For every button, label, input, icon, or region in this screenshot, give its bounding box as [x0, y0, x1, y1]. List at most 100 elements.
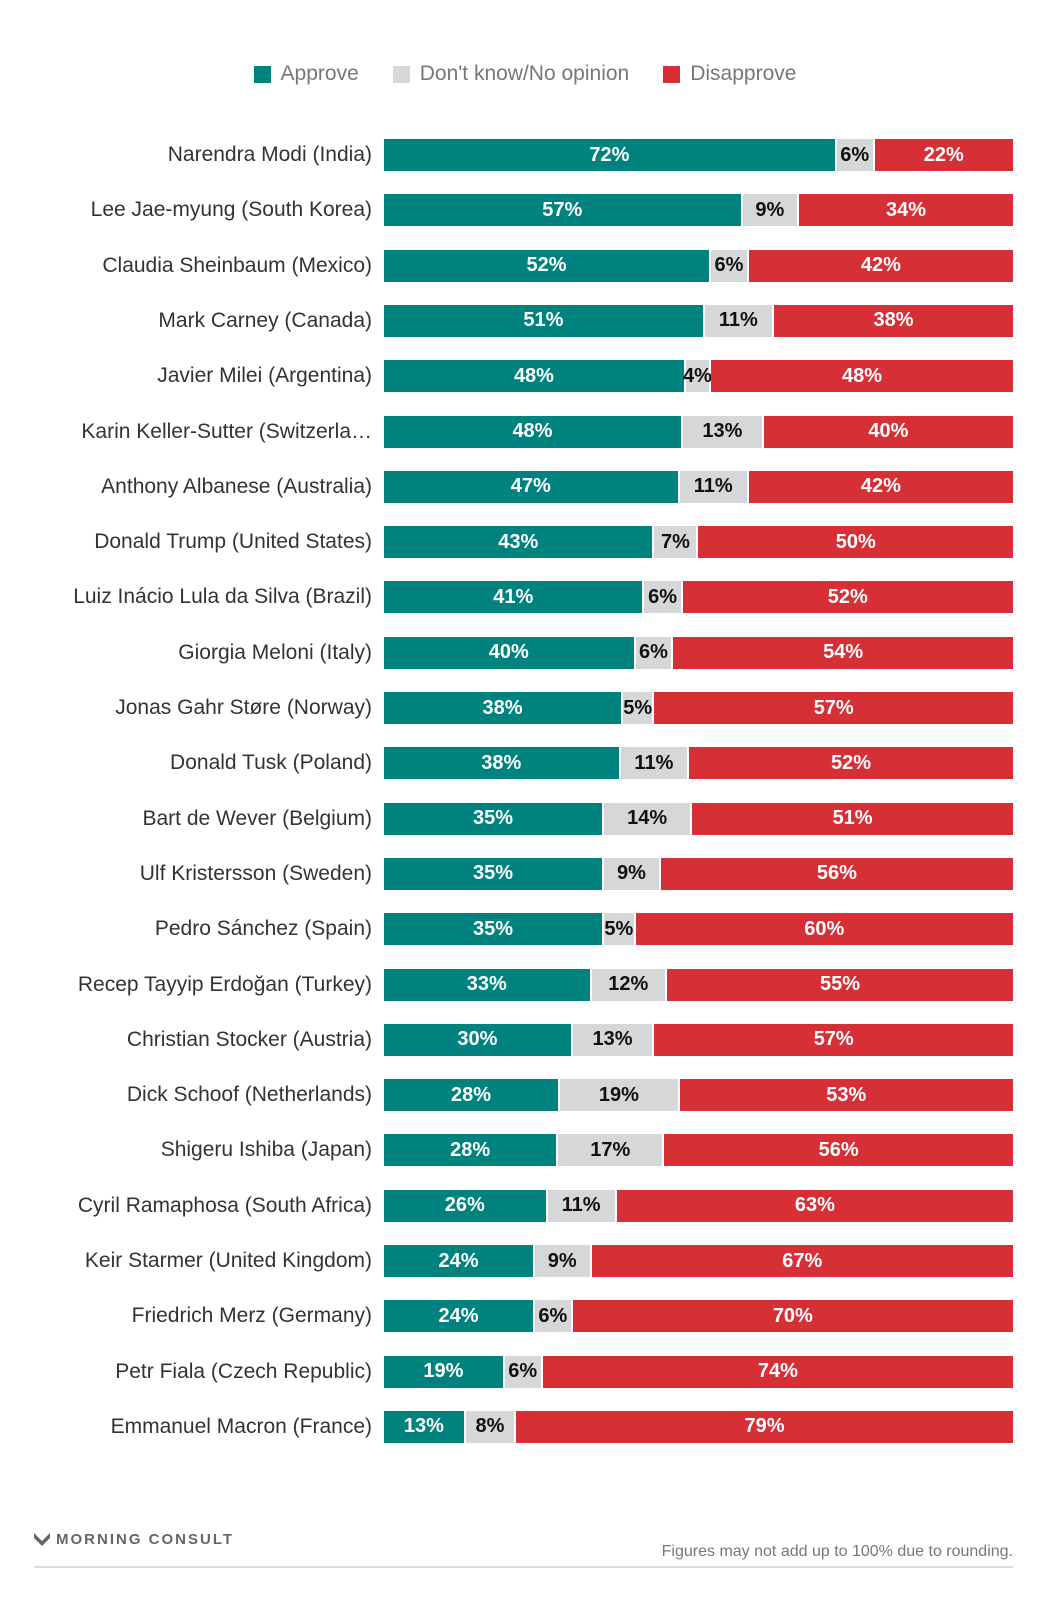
stacked-bar: 19% 6% 74% — [384, 1355, 1013, 1388]
bar-row: Petr Fiala (Czech Republic) 19% 6% 74% — [0, 1355, 1050, 1388]
category-label: Anthony Albanese (Australia) — [101, 474, 372, 498]
morning-consult-logo: MORNING CONSULT — [34, 1531, 234, 1548]
legend-disapprove: Disapprove — [663, 62, 796, 86]
dont-know-segment: 4% — [683, 360, 712, 393]
logo-chevron-icon — [34, 1532, 50, 1546]
approve-segment: 24% — [384, 1300, 535, 1333]
approve-segment: 35% — [384, 913, 605, 946]
disapprove-segment: 79% — [516, 1410, 1013, 1443]
category-label: Petr Fiala (Czech Republic) — [115, 1359, 372, 1383]
dont-know-segment: 14% — [604, 802, 693, 835]
stacked-bar: 48% 13% 40% — [384, 415, 1013, 448]
dont-know-segment: 11% — [679, 470, 749, 503]
category-label: Javier Milei (Argentina) — [157, 364, 372, 388]
legend-dont-know: Don't know/No opinion — [392, 62, 629, 86]
stacked-bar: 35% 9% 56% — [384, 857, 1013, 890]
bar-row: Friedrich Merz (Germany) 24% 6% 70% — [0, 1300, 1050, 1333]
disapprove-segment: 40% — [763, 415, 1013, 448]
approve-segment: 47% — [384, 470, 680, 503]
disapprove-segment: 34% — [799, 194, 1013, 227]
dont-know-segment: 6% — [534, 1300, 573, 1333]
stacked-bar: 48% 4% 48% — [384, 360, 1013, 393]
category-label: Mark Carney (Canada) — [158, 308, 372, 332]
disapprove-segment: 50% — [698, 526, 1013, 559]
bar-row: Karin Keller-Sutter (Switzerla… 48% 13% 40% — [0, 415, 1050, 448]
category-label: Shigeru Ishiba (Japan) — [160, 1138, 372, 1162]
footer-divider — [34, 1566, 1013, 1568]
approve-segment: 41% — [384, 581, 645, 614]
legend-approve: Approve — [253, 62, 359, 86]
dont-know-segment: 12% — [591, 968, 668, 1001]
disapprove-segment: 57% — [654, 1023, 1013, 1056]
approve-segment: 52% — [384, 249, 712, 282]
bar-row: Shigeru Ishiba (Japan) 28% 17% 56% — [0, 1134, 1050, 1167]
legend: Approve Don't know/No opinion Disapprove — [0, 62, 1050, 86]
bar-row: Keir Starmer (United Kingdom) 24% 9% 67% — [0, 1245, 1050, 1277]
approve-segment: 38% — [384, 747, 621, 780]
approve-segment: 38% — [384, 692, 624, 724]
disapprove-segment: 52% — [682, 581, 1013, 614]
disapprove-segment: 63% — [616, 1189, 1013, 1222]
dont-know-segment: 6% — [635, 636, 674, 669]
disapprove-segment: 60% — [635, 913, 1013, 946]
legend-label: Disapprove — [690, 62, 797, 85]
stacked-bar: 40% 6% 54% — [384, 636, 1013, 669]
approve-segment: 57% — [384, 194, 743, 227]
stacked-bar: 35% 5% 60% — [384, 913, 1013, 946]
approve-segment: 30% — [384, 1023, 573, 1056]
bar-row: Luiz Inácio Lula da Silva (Brazil) 41% 6% 5… — [0, 581, 1050, 614]
approve-segment: 24% — [384, 1245, 535, 1277]
dont-know-segment: 9% — [534, 1245, 592, 1277]
stacked-bar: 41% 6% 52% — [384, 581, 1013, 614]
dont-know-segment: 6% — [644, 581, 683, 614]
bar-row: Narendra Modi (India) 72% 6% 22% — [0, 139, 1050, 171]
stacked-bar: 24% 9% 67% — [384, 1245, 1013, 1277]
category-label: Pedro Sánchez (Spain) — [154, 917, 372, 941]
bar-row: Recep Tayyip Erdoğan (Turkey) 33% 12% 55% — [0, 968, 1050, 1001]
approve-segment: 48% — [384, 360, 686, 393]
category-label: Lee Jae-myung (South Korea) — [90, 198, 372, 222]
bar-row: Pedro Sánchez (Spain) 35% 5% 60% — [0, 913, 1050, 946]
disapprove-segment: 52% — [689, 747, 1013, 780]
bar-row: Claudia Sheinbaum (Mexico) 52% 6% 42% — [0, 249, 1050, 282]
dont-know-segment: 8% — [465, 1410, 517, 1443]
stacked-bar: 47% 11% 42% — [384, 470, 1013, 503]
dont-know-segment: 9% — [604, 857, 661, 890]
bar-row: Giorgia Meloni (Italy) 40% 6% 54% — [0, 636, 1050, 669]
approve-segment: 35% — [384, 802, 605, 835]
category-label: Jonas Gahr Støre (Norway) — [115, 696, 372, 719]
disapprove-segment: 67% — [591, 1245, 1013, 1277]
disapprove-segment: 48% — [711, 360, 1013, 393]
approve-segment: 13% — [384, 1410, 466, 1443]
category-label: Cyril Ramaphosa (South Africa) — [77, 1193, 372, 1217]
category-label: Karin Keller-Sutter (Switzerla… — [81, 419, 372, 443]
disapprove-segment: 42% — [748, 249, 1013, 282]
approve-segment: 72% — [384, 139, 837, 171]
dont-know-segment: 11% — [704, 304, 774, 337]
dont-know-segment: 17% — [558, 1134, 665, 1167]
stacked-bar: 28% 19% 53% — [384, 1079, 1013, 1112]
dont-know-segment: 13% — [572, 1023, 655, 1056]
approve-segment: 48% — [384, 415, 683, 448]
bar-row: Lee Jae-myung (South Korea) 57% 9% 34% — [0, 194, 1050, 227]
disapprove-segment: 74% — [542, 1355, 1013, 1388]
category-label: Narendra Modi (India) — [167, 143, 372, 166]
category-label: Recep Tayyip Erdoğan (Turkey) — [77, 972, 372, 996]
disapprove-segment: 53% — [679, 1079, 1013, 1112]
disapprove-segment: 22% — [874, 139, 1013, 171]
bar-row: Cyril Ramaphosa (South Africa) 26% 11% 63% — [0, 1189, 1050, 1222]
bar-row: Dick Schoof (Netherlands) 28% 19% 53% — [0, 1079, 1050, 1112]
stacked-bar: 43% 7% 50% — [384, 526, 1013, 559]
bar-row: Donald Tusk (Poland) 38% 11% 52% — [0, 747, 1050, 780]
category-label: Luiz Inácio Lula da Silva (Brazil) — [73, 585, 372, 609]
approve-segment: 51% — [384, 304, 705, 337]
bar-row: Jonas Gahr Støre (Norway) 38% 5% 57% — [0, 692, 1050, 724]
stacked-bar: 35% 14% 51% — [384, 802, 1013, 835]
stacked-bar: 52% 6% 42% — [384, 249, 1013, 282]
stacked-bar: 72% 6% 22% — [384, 139, 1013, 171]
category-label: Friedrich Merz (Germany) — [131, 1304, 372, 1328]
stacked-bar: 26% 11% 63% — [384, 1189, 1013, 1222]
stacked-bar: 38% 5% 57% — [384, 692, 1013, 724]
category-label: Dick Schoof (Netherlands) — [126, 1083, 372, 1107]
dont-know-segment: 6% — [711, 249, 749, 282]
